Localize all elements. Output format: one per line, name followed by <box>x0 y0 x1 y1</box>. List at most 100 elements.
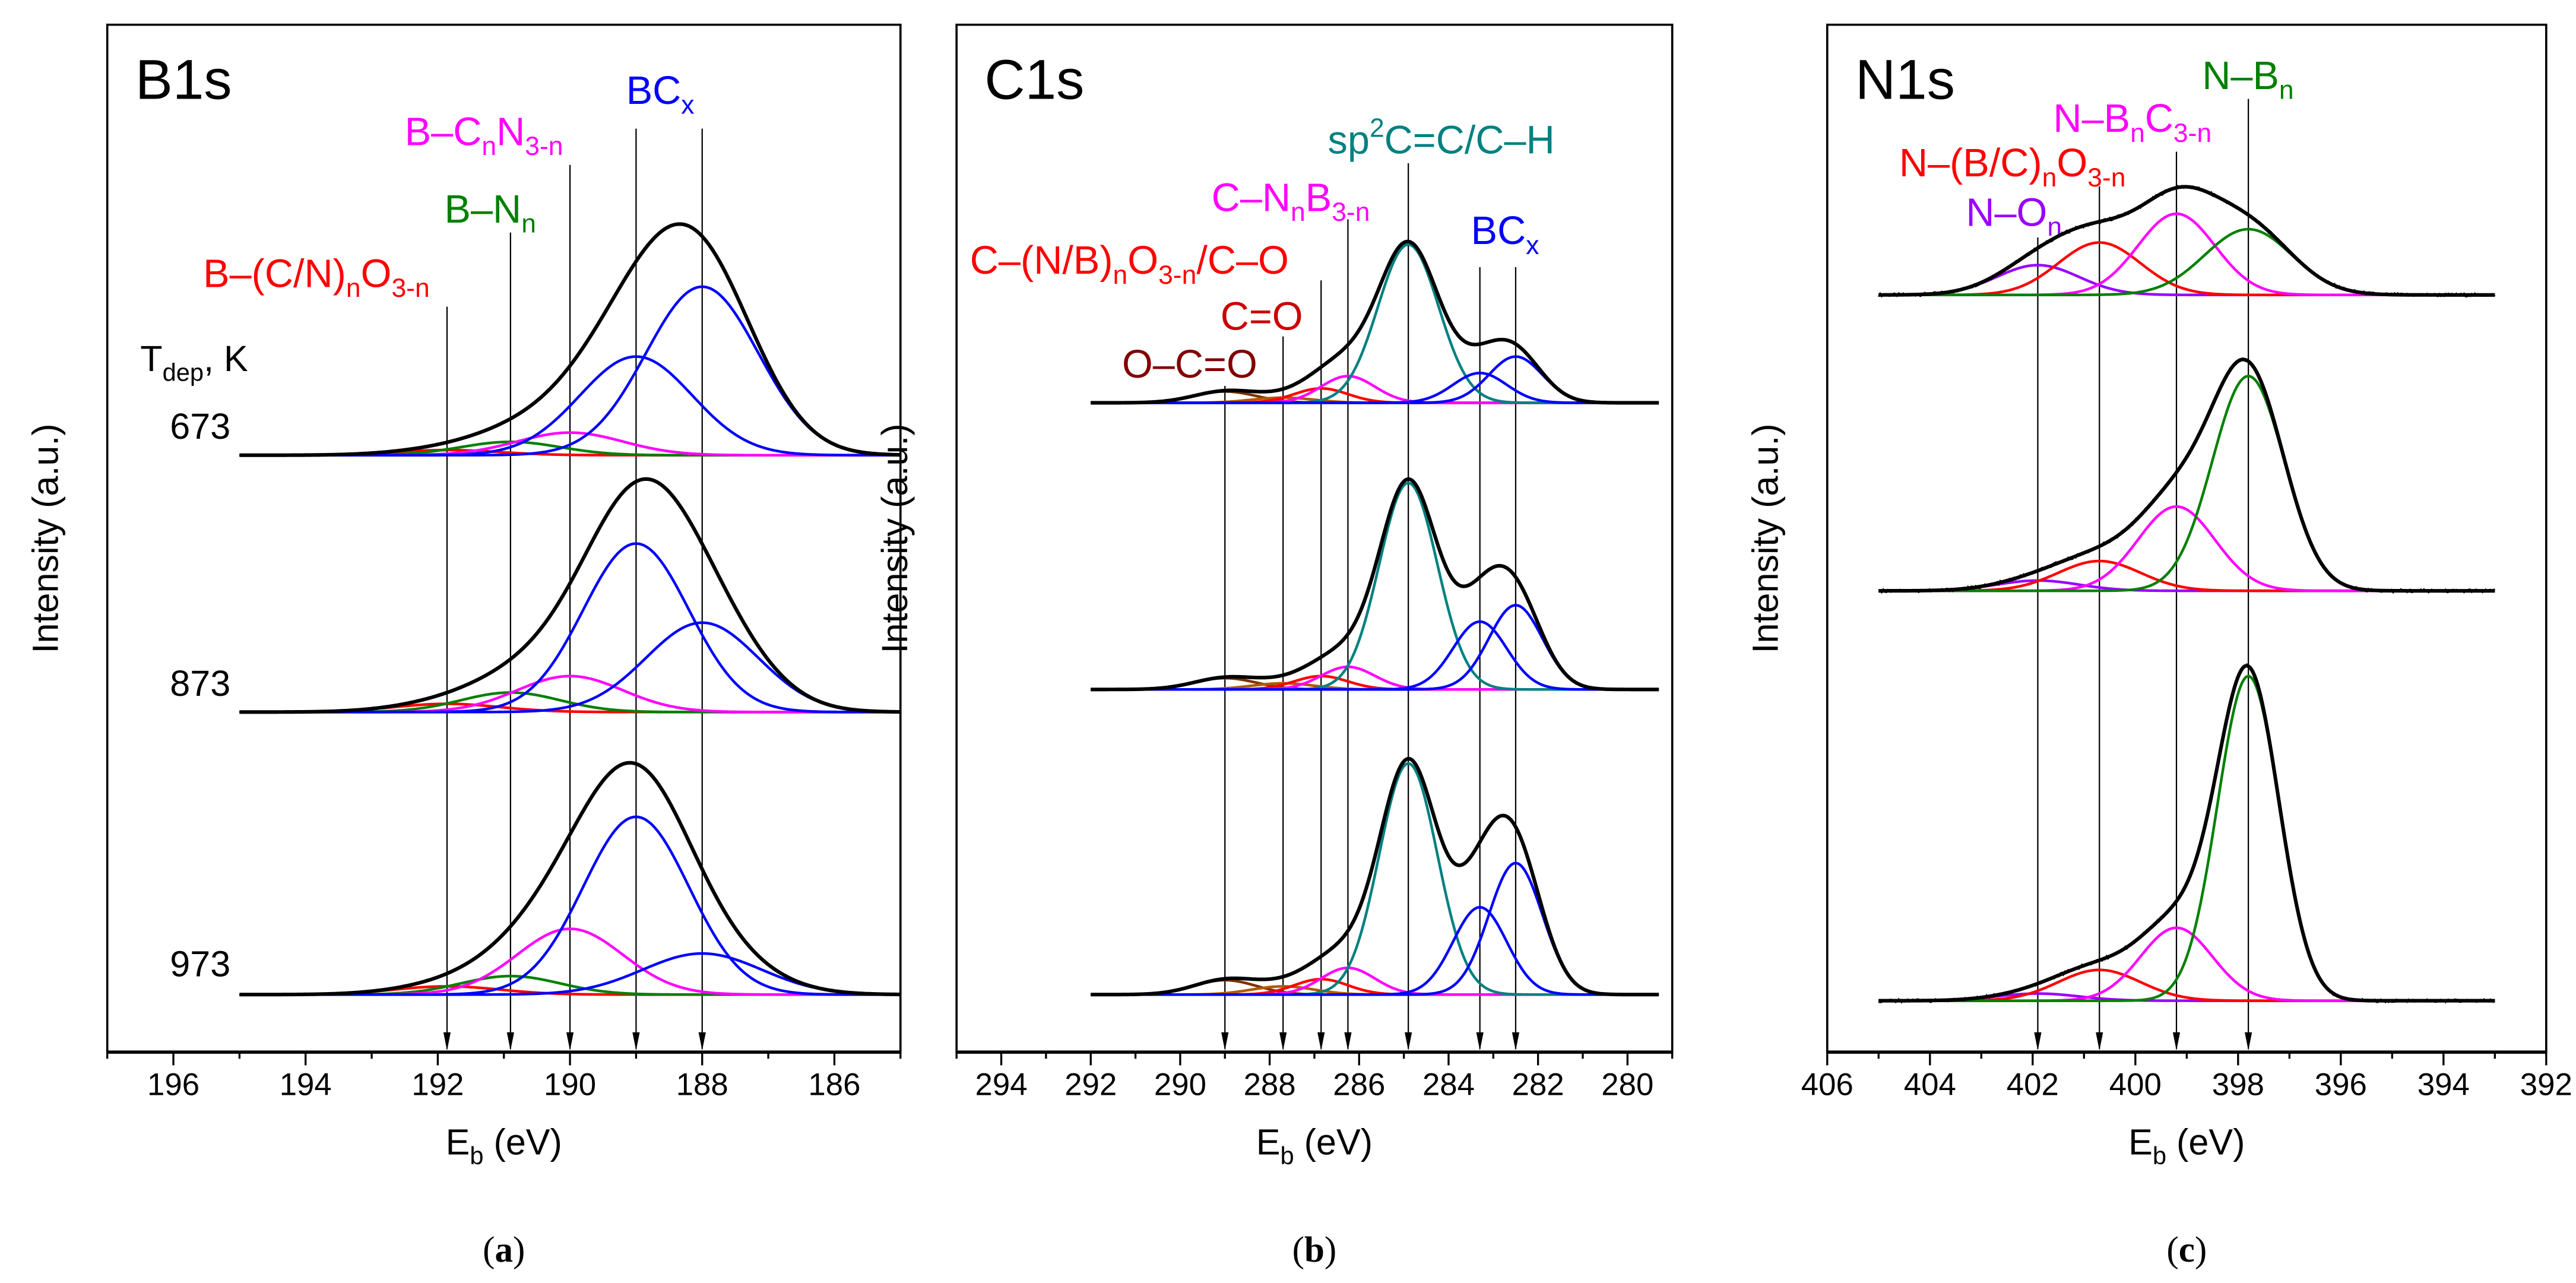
x-tick-label: 288 <box>1244 1067 1296 1102</box>
peak-annotation: B–CnN3-n <box>405 110 574 1051</box>
peak-label-segment: n <box>481 132 496 161</box>
caption-letter: c <box>2179 1230 2195 1270</box>
fit-envelope <box>1091 239 1659 405</box>
x-axis-title: Eb (eV) <box>1256 1122 1373 1170</box>
spectrum-873 <box>1878 357 2495 594</box>
peak-label-segment: O <box>361 252 392 296</box>
fit-envelope <box>1878 357 2495 593</box>
temperature-legend-title: Tdep, K <box>140 338 248 387</box>
component-peak-n-bnc3-n <box>1878 505 2495 593</box>
fit-envelope <box>1878 664 2495 1003</box>
peak-label-segment: 3-n <box>1332 198 1370 227</box>
x-tick-label: 192 <box>411 1067 464 1102</box>
component-peak-n-bnc3-n <box>1878 926 2495 1002</box>
spectrum-673 <box>239 222 901 457</box>
peak-label: B–Nn <box>445 188 536 239</box>
component-peak-n-b-c-no3-n <box>1878 968 2495 1002</box>
arrowhead <box>1279 1032 1287 1051</box>
peak-annotation: N–(B/C)nO3-n <box>1899 141 2125 1051</box>
peak-label: O–C=O <box>1122 343 1257 387</box>
x-tick-label: 188 <box>676 1067 728 1102</box>
peak-annotation: O–C=O <box>1122 343 1257 1051</box>
panel-caption: (b) <box>1292 1230 1337 1270</box>
arrowhead <box>443 1032 451 1051</box>
arrowhead <box>698 1032 706 1051</box>
peak-label: C–NnB3-n <box>1212 176 1370 227</box>
x-tick-label: 284 <box>1422 1067 1475 1102</box>
peak-label: B–CnN3-n <box>405 110 563 161</box>
peak-label-segment: n <box>2279 76 2294 105</box>
peak-annotation: sp2C=C/C–H <box>1328 114 1555 1051</box>
y-axis-title: Intensity (a.u.) <box>874 423 915 653</box>
peak-label-segment: B–N <box>445 188 522 232</box>
panel-title: C1s <box>984 49 1084 112</box>
peak-label-segment: 3-n <box>525 132 563 161</box>
temperature-label: 873 <box>170 663 230 704</box>
caption-paren: ) <box>513 1230 525 1270</box>
x-tick-label: 396 <box>2315 1067 2367 1102</box>
peak-label-segment: n <box>1291 198 1306 227</box>
peak-label-segment: 2 <box>1370 114 1384 143</box>
peak-label-segment: B–(C/N) <box>203 252 346 296</box>
peak-label: C=O <box>1221 295 1303 339</box>
x-tick-label: 292 <box>1064 1067 1117 1102</box>
peak-label-segment: O–C=O <box>1122 343 1257 387</box>
peak-label-segment: /C–O <box>1196 239 1289 283</box>
peak-annotation: N–Bn <box>2202 54 2294 1051</box>
panel-caption: (c) <box>2166 1230 2207 1270</box>
component-peak-sp2-c-c-c-h <box>1091 762 1659 996</box>
x-axis-title-sub: b <box>2153 1142 2166 1170</box>
arrowhead <box>2034 1032 2042 1051</box>
spectrum-873 <box>239 477 901 714</box>
caption-paren: ( <box>483 1230 495 1270</box>
peak-label-segment: O <box>1127 239 1158 283</box>
arrowhead <box>2096 1032 2103 1051</box>
x-axis-title-rest: (eV) <box>2166 1122 2245 1162</box>
caption-paren: ( <box>2166 1230 2178 1270</box>
peak-label-segment: C–(N/B) <box>970 239 1113 283</box>
x-tick-label: 186 <box>808 1067 860 1102</box>
raw-spectrum <box>1878 357 2495 594</box>
y-axis-title: Intensity (a.u.) <box>1745 423 1785 653</box>
arrowhead <box>506 1032 514 1051</box>
x-axis-title-rest: (eV) <box>1294 1122 1373 1162</box>
spectrum-873 <box>1091 477 1659 692</box>
x-tick-label: 194 <box>280 1067 332 1102</box>
x-tick-label: 392 <box>2520 1067 2572 1102</box>
peak-label-segment: N–B <box>2202 54 2279 98</box>
peak-label: N–BnC3-n <box>2053 97 2211 148</box>
panel-b: 294 292 290 288 286 284 282 280 Eb (eV) Intensity… <box>874 23 1674 1270</box>
fit-envelope <box>239 477 901 714</box>
peak-label-segment: C <box>2145 97 2173 141</box>
peak-label-segment: B–C <box>405 110 482 154</box>
peak-label: N–On <box>1966 191 2062 242</box>
peak-label-segment: C=O <box>1221 295 1303 339</box>
spectrum-673 <box>1878 184 2496 298</box>
arrowhead <box>1317 1032 1325 1051</box>
peak-label: BCx <box>626 69 695 120</box>
x-tick-label: 404 <box>1904 1067 1956 1102</box>
peak-annotation: BCx <box>1471 209 1539 1051</box>
caption-letter: a <box>495 1230 513 1270</box>
arrowhead <box>1344 1032 1352 1051</box>
peak-annotation: B–Nn <box>445 188 536 1051</box>
x-tick-label: 402 <box>2007 1067 2059 1102</box>
peak-label: BCx <box>1471 209 1539 260</box>
peak-label-segment: N–(B/C) <box>1899 141 2042 185</box>
raw-spectrum <box>1878 663 2495 1004</box>
spectrum-673 <box>1091 239 1659 405</box>
x-axis-title-main: E <box>1256 1122 1281 1162</box>
arrowhead <box>1512 1032 1520 1051</box>
fit-envelope <box>1091 477 1659 692</box>
peak-label-segment: O <box>2057 141 2087 185</box>
peak-annotation: B–(C/N)nO3-n <box>203 252 451 1051</box>
x-axis-title-sub: b <box>1281 1142 1294 1170</box>
x-axis-title: Eb (eV) <box>2128 1122 2245 1170</box>
x-tick-label: 406 <box>1801 1067 1853 1102</box>
peak-label-segment: B <box>1306 176 1332 220</box>
peak-annotation: C=O <box>1221 295 1303 1051</box>
peak-label-segment: n <box>346 274 361 303</box>
panel-caption: (a) <box>483 1230 525 1270</box>
arrowhead <box>632 1032 640 1051</box>
panel-c: 406 404 402 400 398 396 394 392 Eb (eV) Intensity… <box>1745 23 2572 1270</box>
